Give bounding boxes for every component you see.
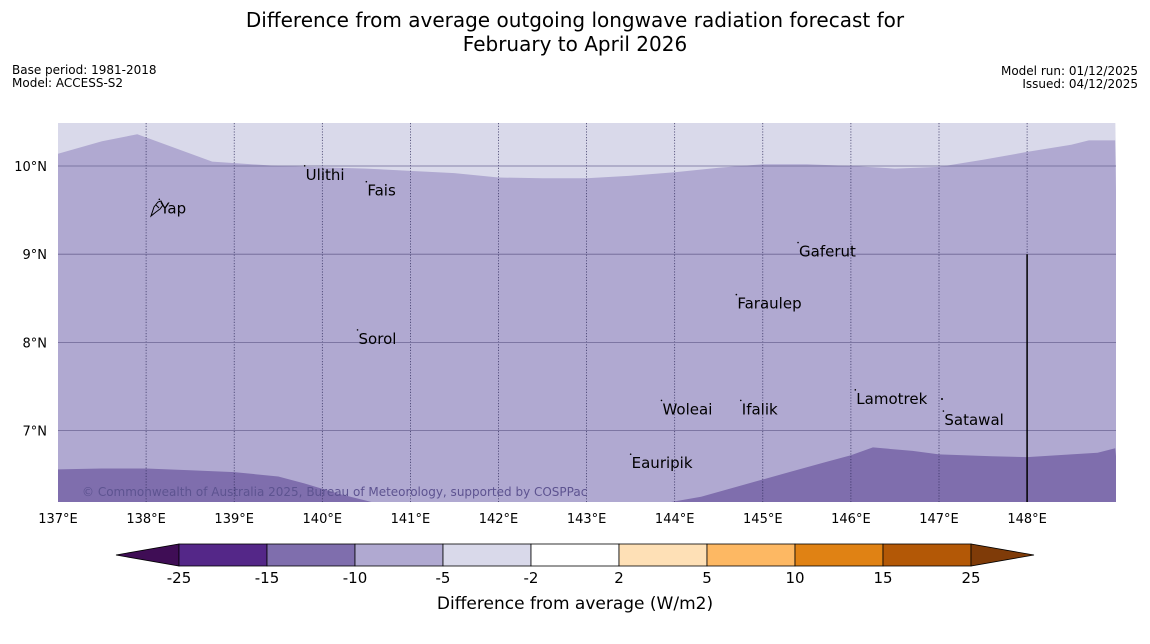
place-label-faraulep: Faraulep <box>737 295 801 313</box>
lon-tick-label: 141°E <box>391 512 431 527</box>
forecast-bands <box>58 123 1116 502</box>
colorbar-tick-label: 2 <box>614 569 624 587</box>
lon-tick-label: 147°E <box>919 512 959 527</box>
place-label-yap: Yap <box>159 199 186 217</box>
place-marker <box>854 389 857 391</box>
lon-tick-label: 148°E <box>1007 512 1047 527</box>
lat-tick-label: 7°N <box>23 425 48 440</box>
place-label-ifalik: Ifalik <box>742 400 778 418</box>
model-run: Model run: 01/12/2025 <box>1000 64 1138 78</box>
lon-tick-label: 139°E <box>214 512 254 527</box>
colorbar: -25 -15 -10 -5 -2 2 5 10 15 25 <box>115 543 1035 587</box>
title-line-1: Difference from average outgoing longwav… <box>245 8 905 32</box>
colorbar-segment <box>530 543 620 567</box>
lon-tick-label: 140°E <box>303 512 343 527</box>
colorbar-segment <box>442 543 532 567</box>
place-marker <box>739 399 742 402</box>
place-label-sorol: Sorol <box>359 330 397 348</box>
colorbar-tick-label: -2 <box>524 569 539 587</box>
place-label-satawal: Satawal <box>944 411 1003 429</box>
meta-right: Model run: 01/12/2025 Issued: 04/12/2025 <box>1001 65 1138 91</box>
colorbar-segment <box>618 543 708 567</box>
place-label-gaferut: Gaferut <box>799 243 856 261</box>
lon-tick-label: 138°E <box>126 512 166 527</box>
band--10-to--5 <box>58 134 1116 502</box>
lat-tick-label: 9°N <box>23 248 48 263</box>
colorbar-tick-label: -5 <box>436 569 451 587</box>
place-label-eauripik: Eauripik <box>632 454 693 472</box>
lon-tick-label: 146°E <box>831 512 871 527</box>
colorbar-segment <box>266 543 356 567</box>
place-marker <box>735 293 738 296</box>
place-label-lamotrek: Lamotrek <box>856 390 927 408</box>
place-marker <box>365 180 368 183</box>
issued-date: Issued: 04/12/2025 <box>1022 77 1138 91</box>
islet-marker <box>941 398 943 400</box>
colorbar-tick-label: -25 <box>167 569 192 587</box>
colorbar-tick-label: 10 <box>785 569 804 587</box>
place-marker <box>303 165 306 167</box>
yap-island-outline <box>149 200 164 218</box>
graticule <box>58 123 1116 502</box>
axis-ticks: 137°E 138°E 139°E 140°E 141°E 142°E 143°E 144°E… <box>14 160 1047 527</box>
colorbar-segment <box>706 543 796 567</box>
place-label-woleai: Woleai <box>662 400 712 418</box>
meta-left: Base period: 1981-2018 Model: ACCESS-S2 <box>12 64 157 90</box>
copyright-notice: © Commonwealth of Australia 2025, Bureau… <box>82 485 587 499</box>
colorbar-tick-label: -15 <box>255 569 280 587</box>
place-marker <box>797 241 799 244</box>
lon-tick-label: 142°E <box>479 512 519 527</box>
lat-tick-label: 10°N <box>14 160 47 175</box>
colorbar-tick-label: 25 <box>961 569 980 587</box>
lat-tick-label: 8°N <box>23 336 48 351</box>
base-period: Base period: 1981-2018 <box>12 63 157 77</box>
place-marker <box>660 399 663 402</box>
colorbar-segment <box>354 543 444 567</box>
place-marker <box>942 410 945 412</box>
model-name: Model: ACCESS-S2 <box>12 76 124 90</box>
colorbar-extend-high <box>970 543 1035 567</box>
title-line-2: February to April 2026 <box>462 32 688 56</box>
place-marker <box>356 329 359 331</box>
colorbar-tick-label: 5 <box>702 569 712 587</box>
colorbar-tick-label: 15 <box>873 569 892 587</box>
lon-tick-label: 137°E <box>38 512 78 527</box>
place-marker <box>158 198 161 201</box>
place-labels: Yap Ulithi Fais Gaferut Faraulep Sorol Lamotre… <box>158 165 1004 472</box>
colorbar-segment <box>794 543 884 567</box>
place-label-ulithi: Ulithi <box>306 166 345 184</box>
colorbar-tick-label: -10 <box>343 569 368 587</box>
lon-tick-label: 145°E <box>743 512 783 527</box>
colorbar-label: Difference from average (W/m2) <box>436 594 714 614</box>
colorbar-extend-low <box>115 543 180 567</box>
place-marker <box>629 453 632 456</box>
lon-tick-label: 143°E <box>567 512 607 527</box>
colorbar-segment <box>882 543 972 567</box>
place-label-fais: Fais <box>367 182 396 200</box>
chart-title: Difference from average outgoing longwav… <box>0 8 1150 56</box>
band--15-to--10 <box>58 447 1116 502</box>
colorbar-segment <box>178 543 268 567</box>
lon-tick-label: 144°E <box>655 512 695 527</box>
